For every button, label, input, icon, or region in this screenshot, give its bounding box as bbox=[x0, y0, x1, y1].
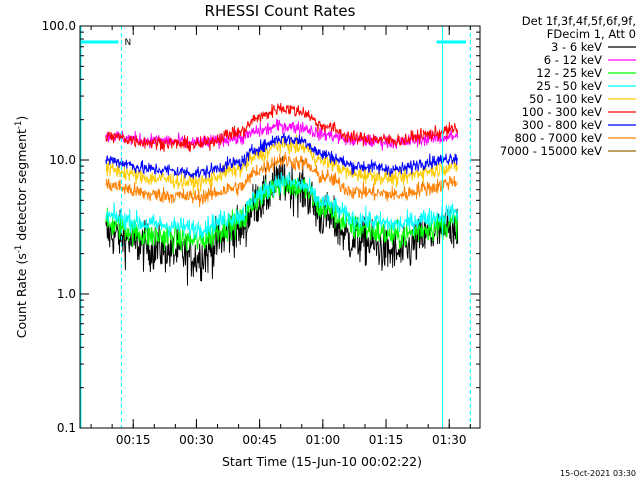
series-line bbox=[105, 131, 459, 179]
x-axis-label: Start Time (15-Jun-10 00:02:22) bbox=[222, 454, 422, 469]
legend-label: 7000 - 15000 keV bbox=[500, 144, 602, 158]
series-layer bbox=[105, 102, 459, 286]
legend-label: 300 - 800 keV bbox=[522, 118, 602, 132]
series-line bbox=[105, 172, 459, 240]
chart-title: RHESSI Count Rates bbox=[205, 2, 356, 20]
y-tick-label: 10.0 bbox=[49, 153, 76, 167]
x-axis: 00:15 00:30 00:45 01:00 01:15 01:30 bbox=[90, 26, 471, 447]
marker-layer: N bbox=[80, 26, 471, 428]
x-tick-label: 00:30 bbox=[179, 433, 214, 447]
legend-header-line-2: FDecim 1, Att 0 bbox=[547, 27, 636, 41]
x-tick-label: 00:15 bbox=[116, 433, 151, 447]
y-axis: 0.1 1.0 10.0 100.0 bbox=[42, 19, 480, 435]
timestamp: 15-Oct-2021 03:30 bbox=[560, 469, 636, 478]
y-tick-label: 100.0 bbox=[42, 19, 76, 33]
legend-label: 25 - 50 keV bbox=[536, 79, 602, 93]
x-tick-label: 01:00 bbox=[306, 433, 341, 447]
y-axis-label: Count Rate (s-1 detector segment-1) bbox=[14, 116, 29, 339]
y-tick-label: 1.0 bbox=[57, 287, 76, 301]
series-line bbox=[105, 175, 459, 254]
series-line bbox=[105, 152, 458, 207]
x-tick-label: 01:30 bbox=[432, 433, 467, 447]
legend-label: 50 - 100 keV bbox=[529, 92, 602, 106]
night-flag-label: N bbox=[124, 38, 131, 48]
series-line bbox=[105, 156, 459, 286]
x-tick-label: 01:15 bbox=[369, 433, 404, 447]
y-tick-label: 0.1 bbox=[57, 421, 76, 435]
legend-label: 800 - 7000 keV bbox=[514, 131, 602, 145]
legend-label: 6 - 12 keV bbox=[544, 53, 602, 67]
x-tick-label: 00:45 bbox=[242, 433, 277, 447]
legend-label: 3 - 6 keV bbox=[551, 40, 602, 54]
legend-header-line-1: Det 1f,3f,4f,5f,6f,9f, bbox=[522, 14, 636, 28]
legend-label: 12 - 25 keV bbox=[536, 66, 602, 80]
series-line bbox=[105, 102, 459, 153]
legend-label: 100 - 300 keV bbox=[522, 105, 602, 119]
plot-frame bbox=[79, 25, 481, 429]
